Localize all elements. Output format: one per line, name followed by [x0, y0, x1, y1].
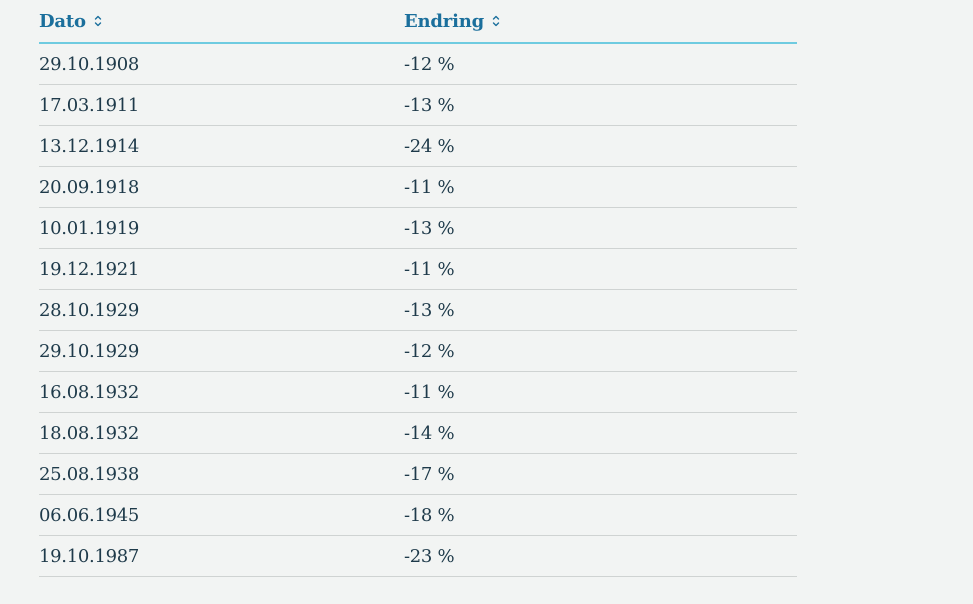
sort-dato-button[interactable]: Dato — [39, 11, 102, 32]
table-row: 06.06.1945 -18 % — [39, 494, 797, 536]
date-cell: 28.10.1929 — [39, 289, 404, 331]
table-row: 29.10.1929 -12 % — [39, 330, 797, 372]
sort-endring-button[interactable]: Endring — [404, 11, 500, 32]
table-row: 10.01.1919 -13 % — [39, 207, 797, 249]
table-row: 18.08.1932 -14 % — [39, 412, 797, 454]
change-cell: -17 % — [404, 453, 797, 495]
table-row: 25.08.1938 -17 % — [39, 453, 797, 495]
change-cell: -13 % — [404, 207, 797, 249]
change-cell: -11 % — [404, 371, 797, 413]
column-header-endring[interactable]: Endring — [404, 0, 797, 44]
date-cell: 17.03.1911 — [39, 84, 404, 126]
date-cell: 19.10.1987 — [39, 535, 404, 577]
data-table: Dato Endring — [39, 0, 797, 577]
change-cell: -14 % — [404, 412, 797, 454]
table-row: 13.12.1914 -24 % — [39, 125, 797, 167]
table-row: 17.03.1911 -13 % — [39, 84, 797, 126]
date-cell: 19.12.1921 — [39, 248, 404, 290]
column-header-dato[interactable]: Dato — [39, 0, 404, 44]
sort-icon — [492, 15, 500, 27]
date-cell: 20.09.1918 — [39, 166, 404, 208]
change-cell: -12 % — [404, 330, 797, 372]
date-cell: 10.01.1919 — [39, 207, 404, 249]
table-header: Dato Endring — [39, 0, 797, 44]
table-row: 20.09.1918 -11 % — [39, 166, 797, 208]
date-cell: 06.06.1945 — [39, 494, 404, 536]
table-row: 28.10.1929 -13 % — [39, 289, 797, 331]
change-cell: -13 % — [404, 84, 797, 126]
column-header-label: Endring — [404, 10, 484, 32]
table-row: 19.10.1987 -23 % — [39, 535, 797, 577]
date-cell: 16.08.1932 — [39, 371, 404, 413]
header-row: Dato Endring — [39, 0, 797, 44]
change-cell: -23 % — [404, 535, 797, 577]
sort-icon — [94, 15, 101, 27]
change-cell: -11 % — [404, 166, 797, 208]
date-cell: 18.08.1932 — [39, 412, 404, 454]
table-row: 29.10.1908 -12 % — [39, 43, 797, 85]
change-cell: -24 % — [404, 125, 797, 167]
date-cell: 13.12.1914 — [39, 125, 404, 167]
table-body: 29.10.1908 -12 % 17.03.1911 -13 % 13.12.… — [39, 43, 797, 577]
data-table-container: Dato Endring — [39, 0, 797, 577]
date-cell: 29.10.1929 — [39, 330, 404, 372]
date-cell: 25.08.1938 — [39, 453, 404, 495]
change-cell: -11 % — [404, 248, 797, 290]
date-cell: 29.10.1908 — [39, 43, 404, 85]
change-cell: -13 % — [404, 289, 797, 331]
change-cell: -18 % — [404, 494, 797, 536]
table-row: 16.08.1932 -11 % — [39, 371, 797, 413]
table-row: 19.12.1921 -11 % — [39, 248, 797, 290]
change-cell: -12 % — [404, 43, 797, 85]
column-header-label: Dato — [39, 10, 86, 32]
